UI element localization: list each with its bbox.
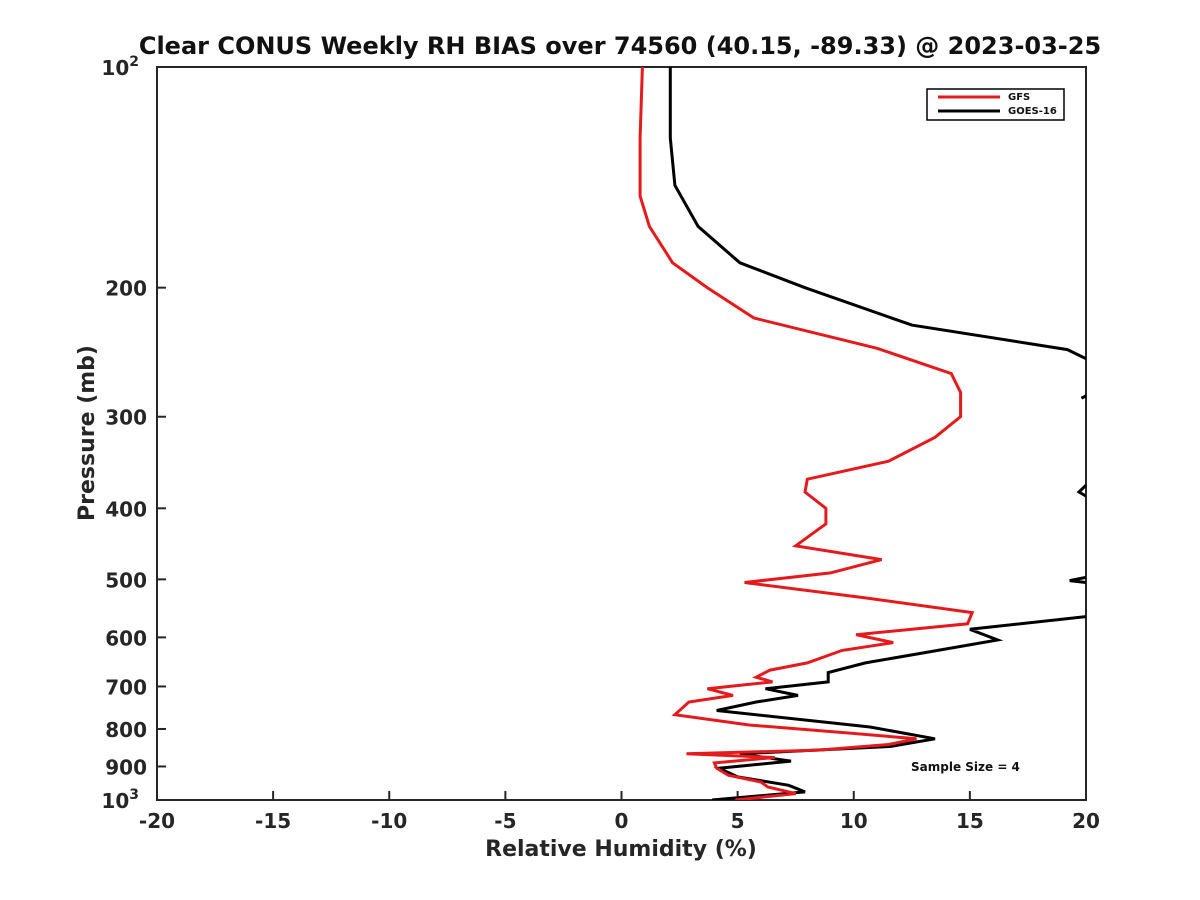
x-axis-label: Relative Humidity (%): [485, 837, 757, 862]
y-tick-label: 500: [105, 568, 147, 592]
sample-size-annotation: Sample Size = 4: [911, 760, 1020, 774]
y-tick-base: 500: [105, 568, 147, 592]
series-clip-group: [638, 67, 1086, 800]
chart-title: Clear CONUS Weekly RH BIAS over 74560 (4…: [139, 32, 1101, 60]
x-tick-label: -20: [139, 809, 175, 833]
y-tick-exponent: 2: [129, 54, 139, 70]
series-line-goes16: [1076, 484, 1086, 498]
x-tick-label: -10: [371, 809, 407, 833]
y-tick-base: 300: [105, 406, 147, 430]
y-tick-base: 900: [105, 755, 147, 779]
plot-frame: [156, 66, 1087, 801]
legend: GFS GOES-16: [926, 88, 1065, 121]
y-tick-label: 400: [105, 497, 147, 521]
y-tick-label: 300: [105, 406, 147, 430]
y-tick-label: 900: [105, 755, 147, 779]
series-line-goes16: [711, 615, 1086, 800]
y-tick-label: 102: [101, 54, 139, 80]
legend-label-goes16: GOES-16: [1008, 106, 1057, 117]
y-tick-label: 700: [105, 675, 147, 699]
x-tick-label: 15: [956, 809, 984, 833]
y-tick-base: 10: [101, 56, 129, 80]
series-line-goes16: [1080, 394, 1086, 400]
x-tick-label: 5: [731, 809, 745, 833]
y-tick-base: 700: [105, 675, 147, 699]
series-layer: [638, 67, 1086, 800]
y-tick-base: 400: [105, 497, 147, 521]
y-tick-label: 200: [105, 277, 147, 301]
y-tick-label: 800: [105, 718, 147, 742]
x-tick-label: -15: [255, 809, 291, 833]
y-tick-base: 200: [105, 277, 147, 301]
legend-box: [926, 88, 1065, 121]
x-axis-ticks: -20 -15 -10 -5 0 5 10 15 20: [139, 791, 1100, 833]
x-tick-label: 20: [1072, 809, 1100, 833]
y-tick-label: 103: [101, 787, 139, 813]
y-axis-label: Pressure (mb): [75, 345, 100, 521]
x-tick-label: -5: [494, 809, 516, 833]
x-tick-label: 10: [840, 809, 868, 833]
y-tick-label: 600: [105, 626, 147, 650]
x-tick-label: 0: [615, 809, 629, 833]
series-line-goes16: [668, 67, 1086, 361]
legend-label-gfs: GFS: [1008, 92, 1030, 103]
y-tick-base: 10: [101, 789, 129, 813]
series-line-gfs: [638, 67, 975, 800]
y-tick-exponent: 3: [129, 787, 139, 803]
y-tick-base: 600: [105, 626, 147, 650]
y-tick-base: 800: [105, 718, 147, 742]
series-line-goes16: [1069, 575, 1086, 584]
